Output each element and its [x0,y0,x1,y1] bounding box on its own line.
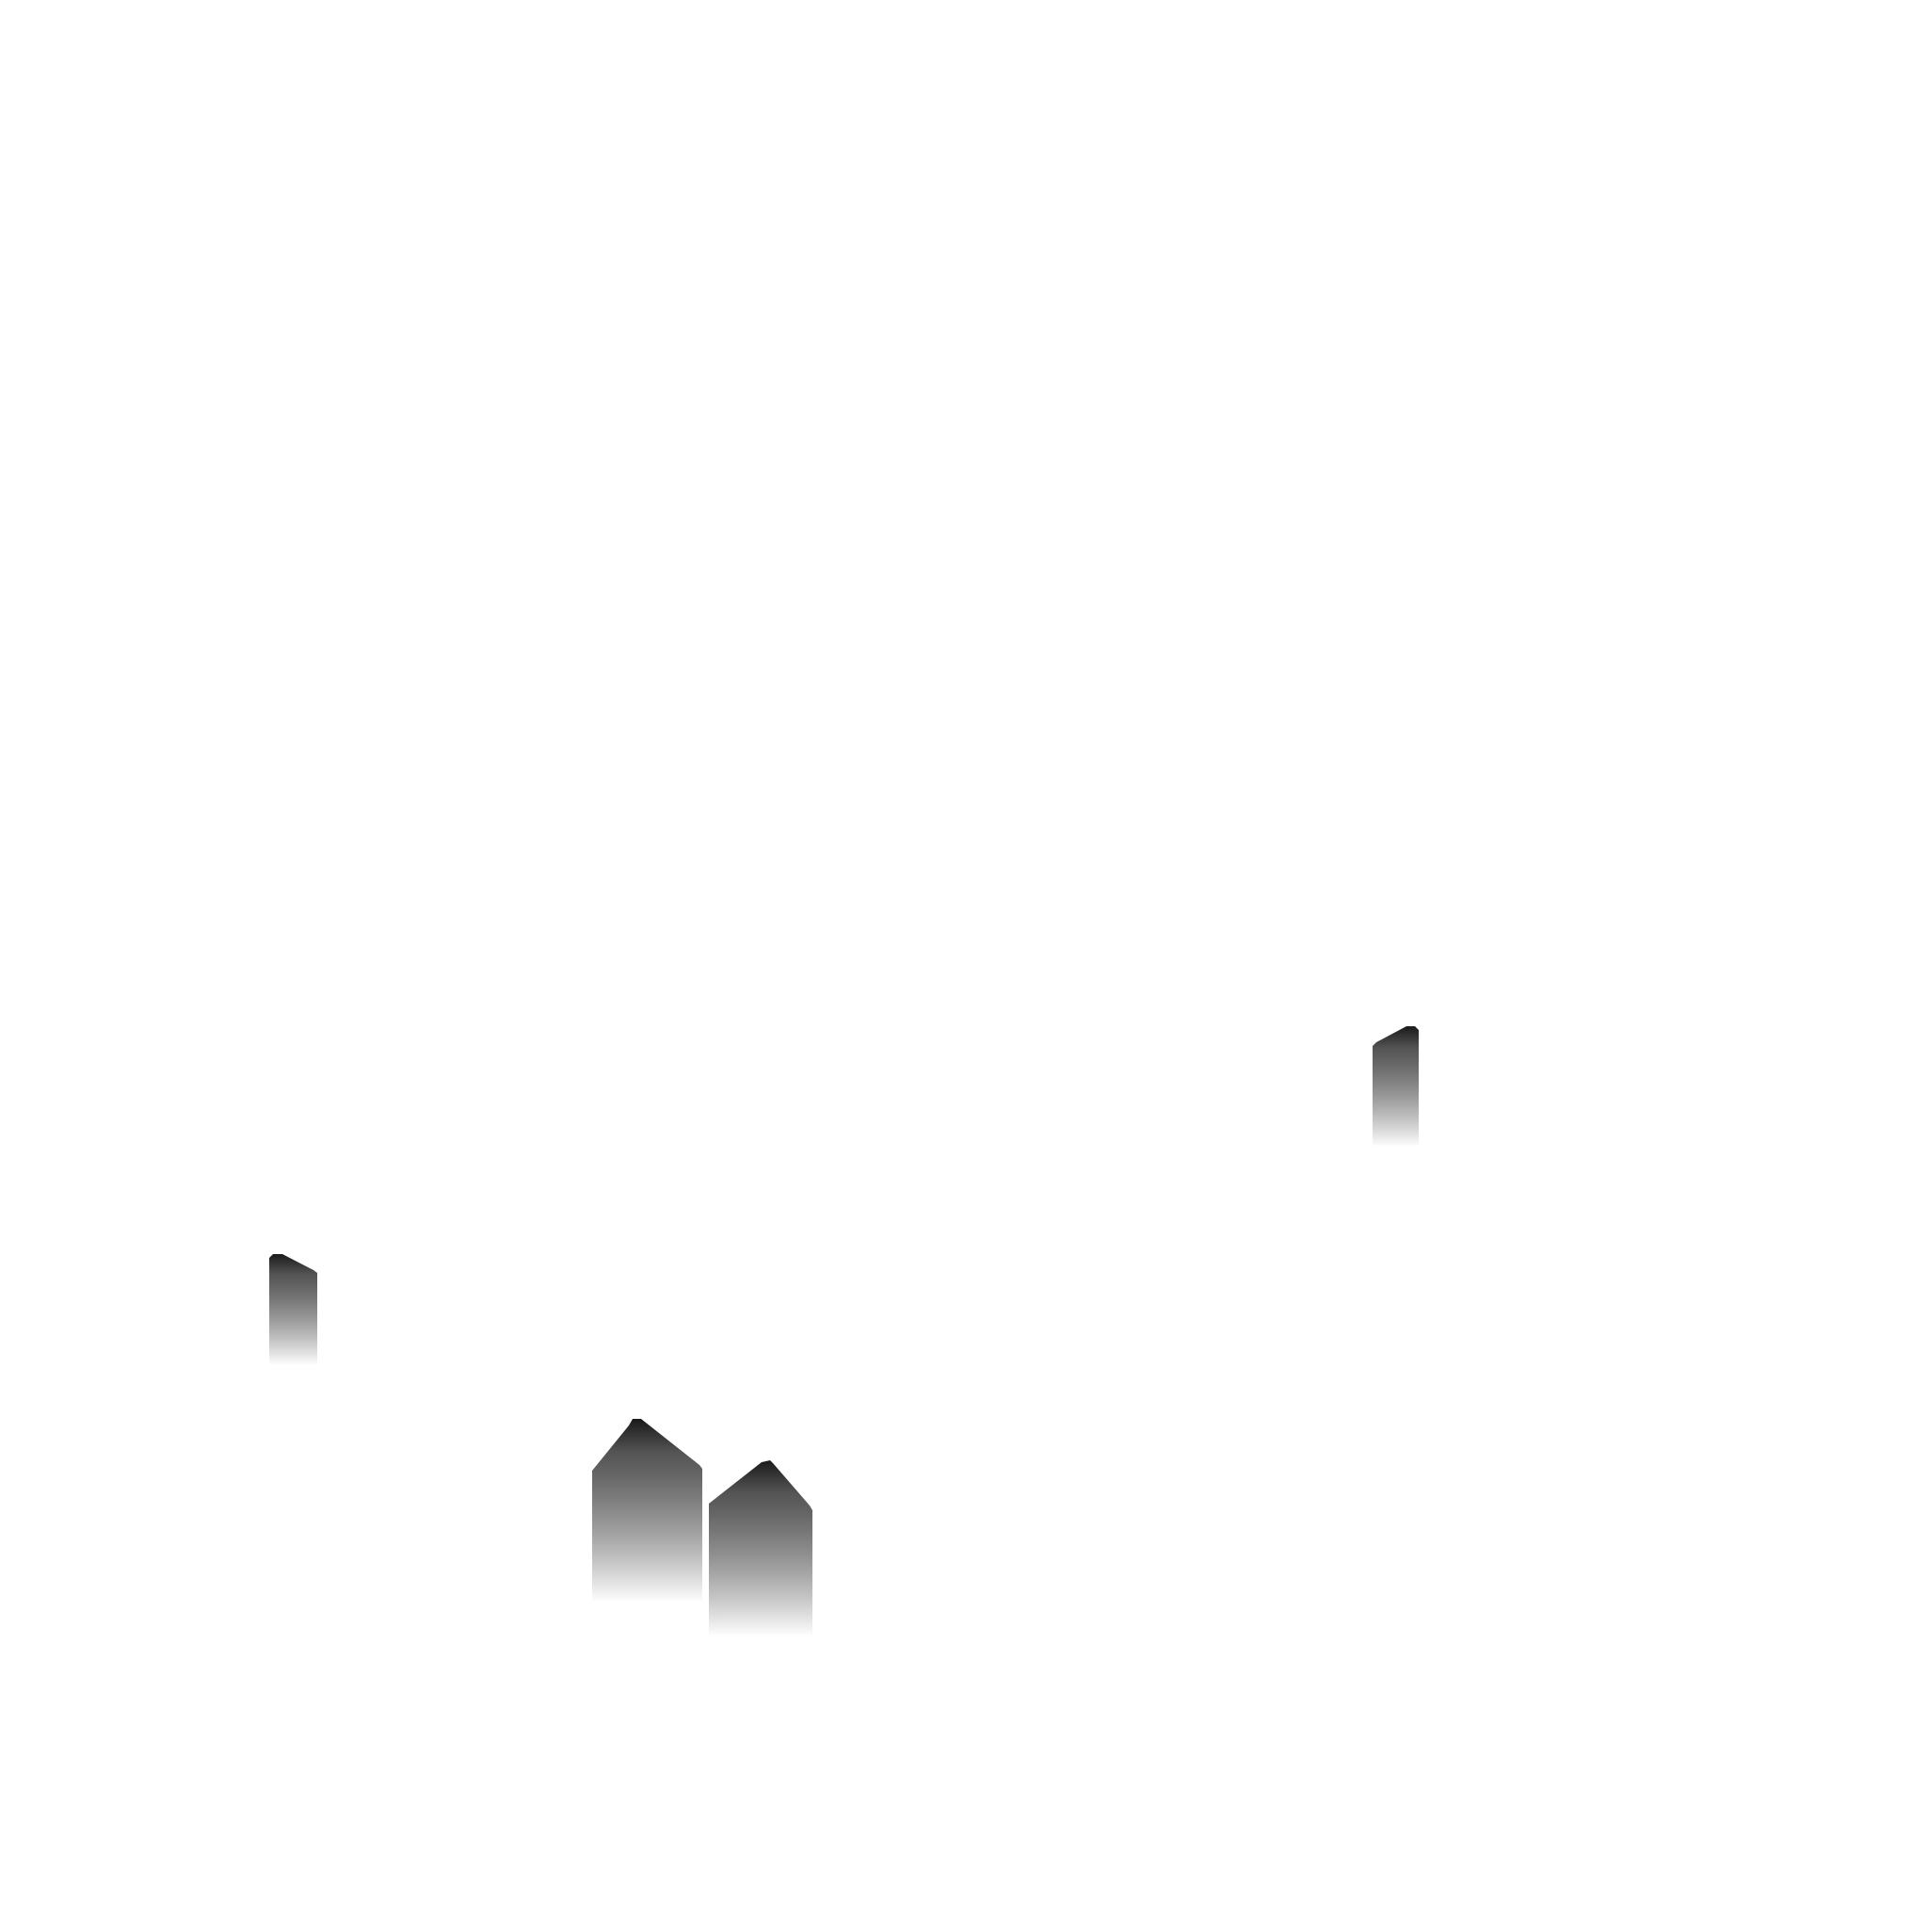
gradient-house-short [709,1460,812,1636]
gradient-pillar-right [1373,1026,1419,1147]
gradient-house-tall [592,1419,702,1602]
gradient-pillar-left [269,1254,317,1365]
